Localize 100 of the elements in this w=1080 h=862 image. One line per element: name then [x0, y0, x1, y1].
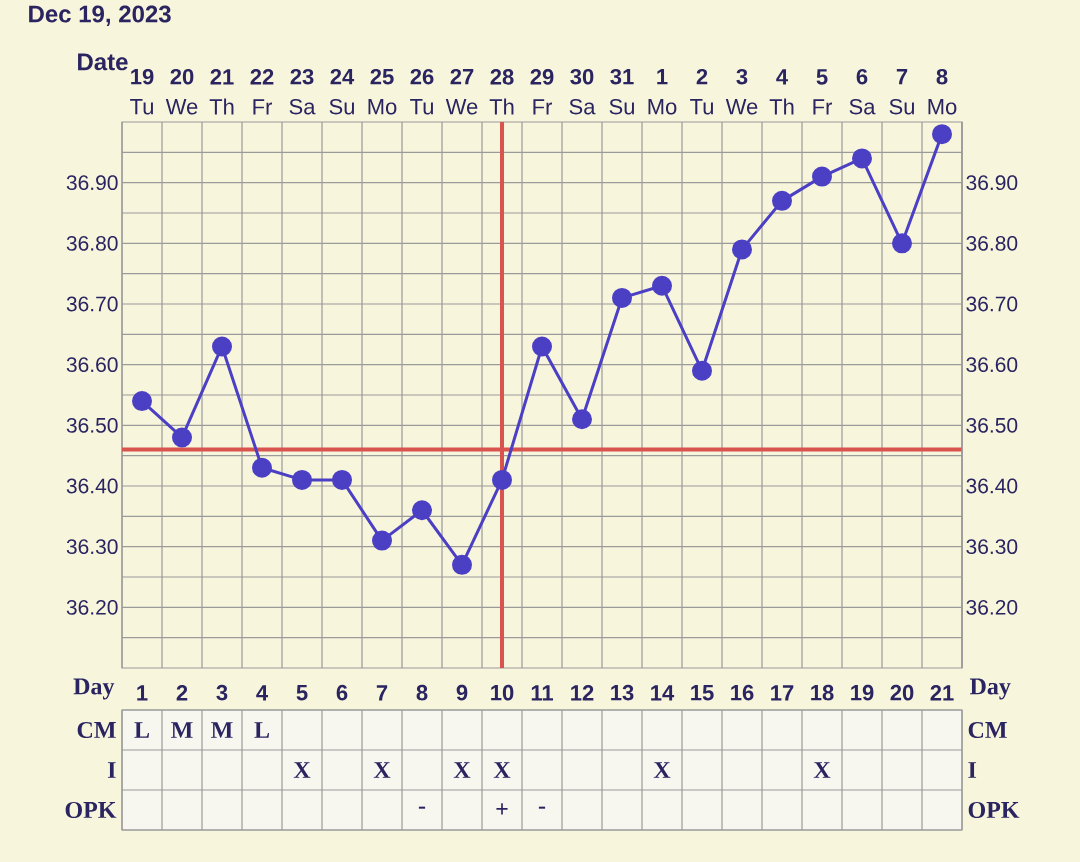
- point: [812, 166, 832, 187]
- x-tick-label: 16: [731, 684, 754, 701]
- y2-tick-label: 36.20: [966, 599, 1018, 615]
- x-tick-label: 12: [571, 685, 594, 701]
- text: M: [171, 722, 193, 738]
- point: [772, 190, 792, 211]
- point: [452, 554, 472, 575]
- y-tick-label: 36.80: [66, 235, 118, 251]
- point: [292, 469, 313, 490]
- point: [412, 500, 432, 521]
- x-tick-label: 17: [771, 685, 794, 701]
- x-tick-label: 2 Tu: [690, 68, 713, 115]
- text: -: [418, 806, 426, 809]
- point: [692, 360, 712, 381]
- x-tick-label: 13: [611, 684, 634, 701]
- x-tick-label: 1: [137, 685, 148, 701]
- point: [732, 239, 752, 260]
- chart-title: Dec 19, 2023: [29, 5, 171, 26]
- x-tick-label: 5 Fr: [813, 69, 833, 115]
- text: X: [493, 762, 511, 778]
- x-tick-label: 20: [890, 684, 914, 701]
- x-tick-label: 21 Th: [209, 69, 234, 115]
- y-tick-label: OPK: [65, 801, 117, 819]
- x-tick-label: 25 Mo: [368, 68, 397, 115]
- x-tick-label: 7 Su: [889, 69, 914, 115]
- text: Day: [969, 678, 1011, 700]
- x-tick-label: 30 Sa: [569, 68, 596, 115]
- point: [492, 469, 512, 490]
- x-tick-label: 10: [491, 684, 514, 701]
- x-tick-label: 3 We: [725, 68, 758, 115]
- x-tick-label: 8: [416, 684, 428, 701]
- point: [332, 469, 353, 490]
- y-tick-label: 36.70: [66, 296, 118, 312]
- x-tick-label: 20 We: [165, 68, 198, 115]
- y-tick-label: 36.60: [66, 357, 118, 373]
- x-tick-label: 7: [376, 685, 388, 701]
- x-tick-label: 31 Su: [609, 68, 634, 115]
- text: X: [453, 762, 471, 778]
- text: X: [813, 762, 831, 778]
- x-tick-label: 6: [336, 684, 348, 701]
- point: [612, 287, 632, 308]
- y-tick-label: CM: [77, 721, 116, 739]
- y2-tick-label: I: [968, 762, 977, 778]
- x-tick-label: 8 Mo: [928, 68, 957, 115]
- y-tick-label: 36.90: [66, 175, 118, 191]
- point: [212, 336, 233, 357]
- y2-tick-label: CM: [968, 721, 1007, 739]
- x-tick-label: 26 Tu: [410, 68, 434, 115]
- x-tick-label: 9: [456, 684, 468, 701]
- y2-tick-label: 36.70: [966, 296, 1018, 312]
- point: [372, 530, 393, 551]
- x-tick-label: 5: [296, 685, 308, 701]
- x-tick-label: 14: [651, 685, 675, 701]
- text: -: [538, 806, 546, 809]
- point: [532, 336, 552, 357]
- y2-tick-label: 36.80: [966, 235, 1018, 251]
- point: [252, 457, 273, 478]
- x-tick-label: 29 Fr: [530, 69, 554, 115]
- x-tick-label: 1 Mo: [648, 69, 677, 115]
- text: X: [293, 762, 311, 778]
- text: +: [496, 803, 508, 815]
- x-tick-label: 6 Sa: [849, 68, 876, 115]
- x-tick-label: 18: [811, 684, 834, 701]
- x-tick-label: 11: [531, 685, 554, 701]
- x-tick-label: 4: [256, 685, 269, 701]
- x-axis-title: Day: [73, 678, 115, 700]
- y-tick-label: I: [107, 762, 116, 778]
- point: [132, 391, 152, 412]
- x-tick-label: 27 We: [445, 68, 478, 115]
- y2-tick-label: 36.40: [966, 478, 1018, 494]
- x-tick-label: 19 Tu: [130, 68, 154, 115]
- x-tick-label: 15: [691, 685, 714, 701]
- point: [652, 275, 672, 296]
- point: [892, 233, 912, 254]
- y2-tick-label: 36.50: [966, 417, 1018, 433]
- x-tick-label: 2: [176, 685, 188, 701]
- y-tick-label: 36.20: [66, 599, 118, 615]
- point: [172, 427, 192, 448]
- x-tick-label: 24 Su: [329, 68, 355, 115]
- x-tick-label: 22 Fr: [250, 69, 274, 115]
- x-tick-label: 28 Th: [489, 69, 514, 115]
- x-tick-label: 4 Th: [769, 69, 794, 115]
- y-tick-label: 36.40: [66, 478, 118, 494]
- point: [932, 124, 952, 145]
- text: M: [211, 722, 233, 738]
- x-tick-label: 3: [216, 684, 228, 701]
- x-tick-label: 19: [851, 684, 874, 701]
- y2-tick-label: 36.90: [966, 175, 1018, 191]
- y2-tick-label: OPK: [968, 801, 1020, 819]
- point: [572, 409, 592, 430]
- text: X: [373, 762, 391, 778]
- point: [852, 148, 872, 169]
- y-tick-label: 36.30: [66, 539, 118, 555]
- text: L: [254, 722, 269, 738]
- text: L: [134, 722, 149, 738]
- text: X: [653, 762, 671, 778]
- x-tick-label: 23 Sa: [289, 68, 316, 115]
- y-tick-label: 36.50: [66, 417, 118, 433]
- x-axis-title: Date: [78, 53, 128, 71]
- y2-tick-label: 36.30: [966, 539, 1018, 555]
